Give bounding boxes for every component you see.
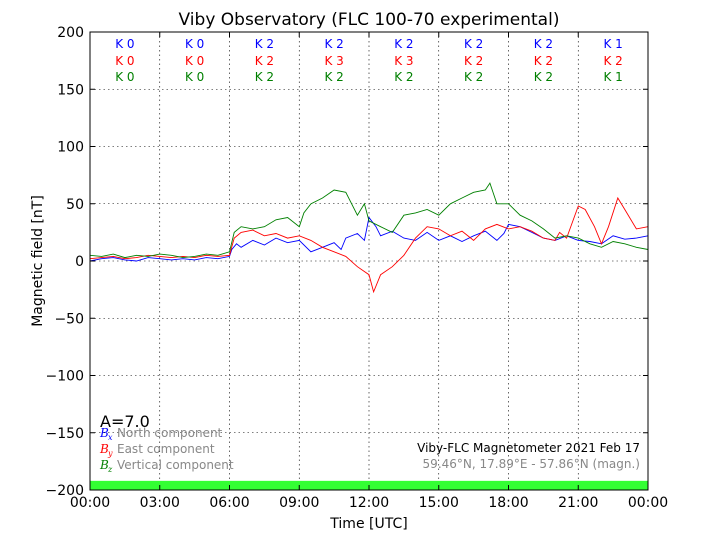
x-tick-label: 15:00 xyxy=(419,495,459,511)
legend-symbol: B xyxy=(99,458,109,472)
k-index-east: K 0 xyxy=(185,54,204,68)
x-tick-label: 00:00 xyxy=(628,495,668,511)
series-line-east xyxy=(89,196,649,294)
series-line-vertical xyxy=(89,182,649,259)
x-tick-label: 12:00 xyxy=(349,495,389,511)
k-index-east: K 3 xyxy=(394,54,413,68)
k-index-east: K 2 xyxy=(255,54,274,68)
y-tick-label: 150 xyxy=(57,82,84,98)
k-index-vertical: K 2 xyxy=(324,70,343,84)
legend-symbol: B xyxy=(99,442,109,456)
x-tick-label: 03:00 xyxy=(140,495,180,511)
x-tick-label: 00:00 xyxy=(70,495,110,511)
k-index-east: K 2 xyxy=(464,54,483,68)
legend-label: Vertical component xyxy=(117,458,234,472)
k-index-vertical: K 1 xyxy=(603,70,622,84)
chart-title: Viby Observatory (FLC 100-70 experimenta… xyxy=(179,10,560,30)
grid-lines xyxy=(90,32,648,490)
x-axis-label: Time [UTC] xyxy=(329,516,407,532)
x-tick-label: 09:00 xyxy=(279,495,319,511)
k-index-east: K 2 xyxy=(534,54,553,68)
x-tick-label: 21:00 xyxy=(558,495,598,511)
k-index-vertical: K 2 xyxy=(534,70,553,84)
k-index-north: K 0 xyxy=(115,37,134,51)
k-index-vertical: K 2 xyxy=(464,70,483,84)
y-tick-label: −200 xyxy=(46,483,84,499)
x-tick-label: 06:00 xyxy=(209,495,249,511)
y-axis-label: Magnetic field [nT] xyxy=(30,195,46,327)
y-tick-label: 100 xyxy=(57,140,84,156)
info-line-2: 59.46°N, 17.89°E - 57.86°N (magn.) xyxy=(423,457,640,471)
axis-ticks: 00:00 03:00 06:00 09:00 12:00 15:00 18:00 21:00… xyxy=(46,25,669,511)
x-tick-label: 18:00 xyxy=(488,495,528,511)
k-index-vertical: K 0 xyxy=(185,70,204,84)
k-index-vertical: K 0 xyxy=(115,70,134,84)
k-index-vertical: K 2 xyxy=(255,70,274,84)
y-tick-label: −50 xyxy=(54,311,84,327)
legend-subscript: x xyxy=(108,433,113,442)
k-index-labels: K 0 K 0 K 2 K 2 K 2 K 2 K 2 K 1 K 0 K 0 K 2 K 3 K 3 K… xyxy=(115,37,623,84)
legend-label: North component xyxy=(117,426,223,440)
legend-label: East component xyxy=(117,442,215,456)
k-index-north: K 1 xyxy=(603,37,622,51)
a-index: A=7.0 xyxy=(100,412,150,431)
k-index-east: K 2 xyxy=(603,54,622,68)
y-tick-label: −150 xyxy=(46,426,84,442)
legend-symbol: B xyxy=(99,426,109,440)
y-tick-label: 200 xyxy=(57,25,84,41)
y-tick-label: 0 xyxy=(75,254,84,270)
k-index-north: K 0 xyxy=(185,37,204,51)
series-lines xyxy=(89,182,649,294)
y-tick-label: 50 xyxy=(66,197,84,213)
legend-subscript: z xyxy=(107,465,113,474)
k-index-east: K 0 xyxy=(115,54,134,68)
k-index-vertical: K 2 xyxy=(394,70,413,84)
k-index-north: K 2 xyxy=(324,37,343,51)
k-index-east: K 3 xyxy=(324,54,343,68)
info-line-1: Viby-FLC Magnetometer 2021 Feb 17 xyxy=(417,441,640,455)
k-index-north: K 2 xyxy=(394,37,413,51)
y-tick-label: −100 xyxy=(46,369,84,385)
legend-subscript: y xyxy=(107,449,113,458)
k-index-north: K 2 xyxy=(464,37,483,51)
k-index-north: K 2 xyxy=(534,37,553,51)
k-index-north: K 2 xyxy=(255,37,274,51)
